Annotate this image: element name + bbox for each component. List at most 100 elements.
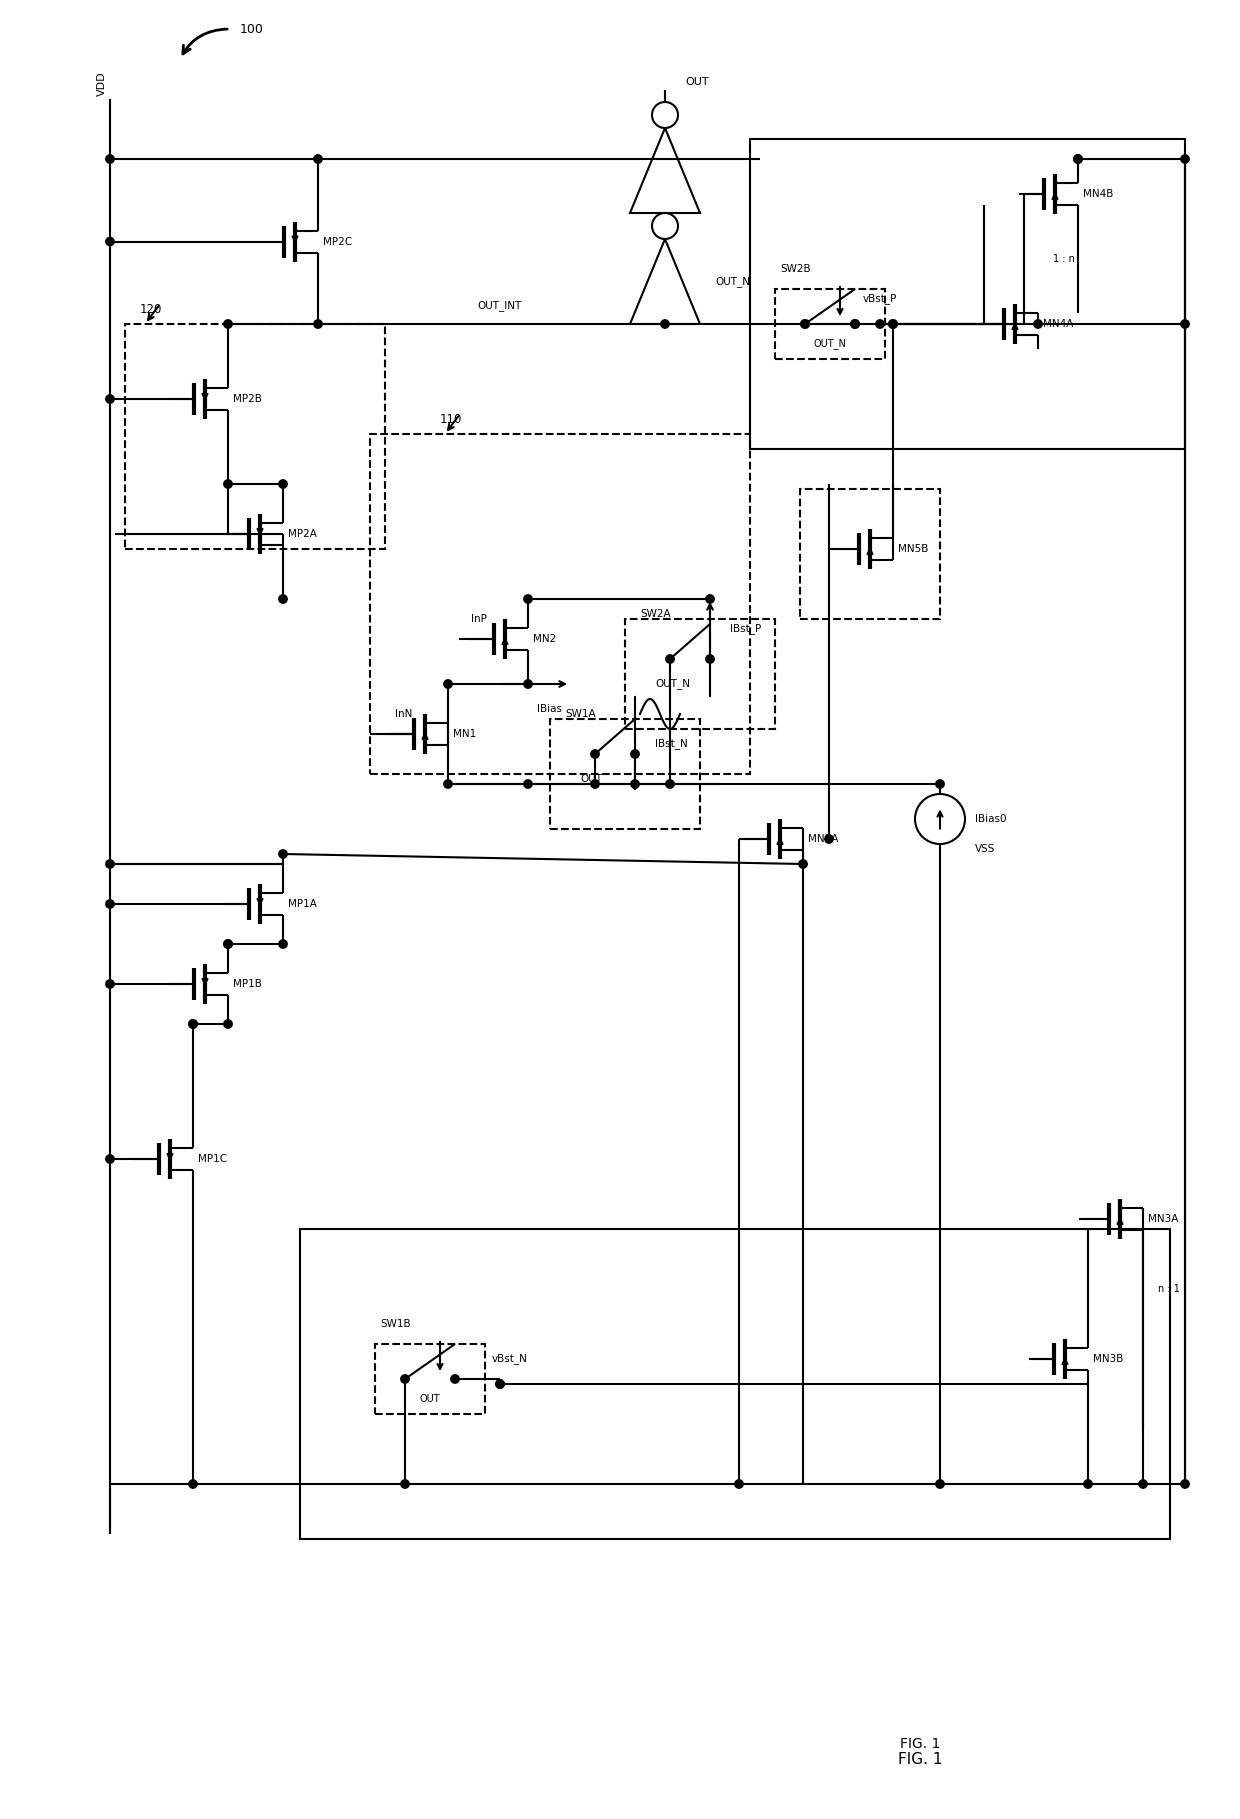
Text: n : 1: n : 1 [1158, 1284, 1180, 1293]
Text: 120: 120 [140, 302, 162, 315]
Circle shape [105, 900, 114, 908]
Circle shape [401, 1481, 409, 1488]
Circle shape [1034, 320, 1042, 327]
Circle shape [706, 655, 714, 664]
Text: 100: 100 [241, 22, 264, 36]
Bar [374, 1344, 485, 1413]
Text: OUT: OUT [419, 1393, 440, 1404]
Circle shape [444, 680, 453, 688]
Circle shape [875, 320, 884, 327]
Text: IBias0: IBias0 [975, 813, 1007, 824]
Text: MN3B: MN3B [1092, 1353, 1123, 1364]
Text: SW1A: SW1A [565, 709, 595, 719]
Circle shape [666, 780, 675, 788]
Text: MP1B: MP1B [233, 979, 262, 990]
Circle shape [279, 480, 288, 487]
Circle shape [223, 480, 232, 487]
Text: MN1: MN1 [453, 729, 476, 739]
Text: InP: InP [471, 615, 487, 624]
Text: MP1A: MP1A [288, 899, 317, 910]
Circle shape [590, 780, 599, 788]
Text: InN: InN [396, 709, 413, 719]
Circle shape [590, 749, 599, 759]
Circle shape [1074, 155, 1083, 164]
Text: MN5A: MN5A [808, 833, 838, 844]
Circle shape [523, 680, 532, 688]
Text: IBias: IBias [537, 704, 563, 715]
Circle shape [401, 1375, 409, 1382]
Text: MN3A: MN3A [1148, 1213, 1178, 1224]
Text: SW2B: SW2B [780, 264, 811, 275]
Circle shape [889, 320, 898, 327]
Text: MN5B: MN5B [898, 544, 929, 555]
Bar [300, 1230, 1171, 1539]
Circle shape [735, 1481, 743, 1488]
Circle shape [223, 940, 232, 948]
Bar [625, 618, 775, 729]
Text: MP2B: MP2B [233, 395, 262, 404]
Text: 1 : n: 1 : n [1053, 255, 1075, 264]
Bar [125, 324, 384, 549]
Text: MP2C: MP2C [322, 236, 352, 247]
Text: OUT_N: OUT_N [715, 276, 750, 287]
Circle shape [223, 320, 232, 327]
Circle shape [851, 320, 859, 327]
Circle shape [444, 780, 453, 788]
Circle shape [1084, 1481, 1092, 1488]
Circle shape [279, 940, 288, 948]
Text: vBst_N: vBst_N [492, 1353, 528, 1364]
Text: OUT: OUT [684, 76, 708, 87]
Text: 110: 110 [440, 413, 463, 426]
Text: VDD: VDD [97, 71, 107, 96]
Circle shape [279, 849, 288, 859]
Circle shape [801, 320, 810, 327]
Text: FIG. 1: FIG. 1 [898, 1752, 942, 1766]
Circle shape [105, 395, 114, 404]
Circle shape [706, 595, 714, 604]
Text: VSS: VSS [975, 844, 996, 853]
Circle shape [279, 595, 288, 604]
Circle shape [105, 980, 114, 988]
Circle shape [523, 780, 532, 788]
Text: OUT_N: OUT_N [813, 338, 847, 349]
Circle shape [661, 320, 670, 327]
Circle shape [105, 236, 114, 246]
Bar [750, 138, 1185, 449]
Circle shape [1180, 320, 1189, 327]
Text: OUT_INT: OUT_INT [477, 300, 522, 311]
Circle shape [936, 1481, 944, 1488]
Circle shape [936, 780, 944, 788]
Circle shape [105, 155, 114, 164]
Bar [370, 435, 750, 775]
Text: OUT: OUT [580, 775, 601, 784]
Circle shape [451, 1375, 459, 1382]
Text: IBst_N: IBst_N [655, 739, 688, 749]
Text: MN4B: MN4B [1083, 189, 1114, 198]
Text: SW1B: SW1B [379, 1319, 410, 1330]
Circle shape [188, 1020, 197, 1028]
Circle shape [889, 320, 898, 327]
Circle shape [188, 1481, 197, 1488]
Circle shape [1180, 155, 1189, 164]
Circle shape [631, 749, 639, 759]
Circle shape [1180, 1481, 1189, 1488]
Text: IBst_P: IBst_P [730, 624, 761, 635]
Circle shape [105, 860, 114, 868]
Text: vBst_P: vBst_P [863, 293, 898, 304]
Bar [775, 289, 885, 358]
Circle shape [314, 320, 322, 327]
Text: OUT_N: OUT_N [655, 678, 689, 689]
Circle shape [851, 320, 859, 327]
Bar [800, 489, 940, 618]
Circle shape [314, 155, 322, 164]
Circle shape [666, 655, 675, 664]
Circle shape [223, 1020, 232, 1028]
Text: MN2: MN2 [533, 635, 557, 644]
Circle shape [523, 595, 532, 604]
Circle shape [1138, 1481, 1147, 1488]
Text: SW2A: SW2A [640, 609, 671, 618]
Text: MP2A: MP2A [288, 529, 317, 538]
Circle shape [631, 780, 639, 788]
Text: FIG. 1: FIG. 1 [900, 1737, 940, 1752]
Circle shape [799, 860, 807, 868]
